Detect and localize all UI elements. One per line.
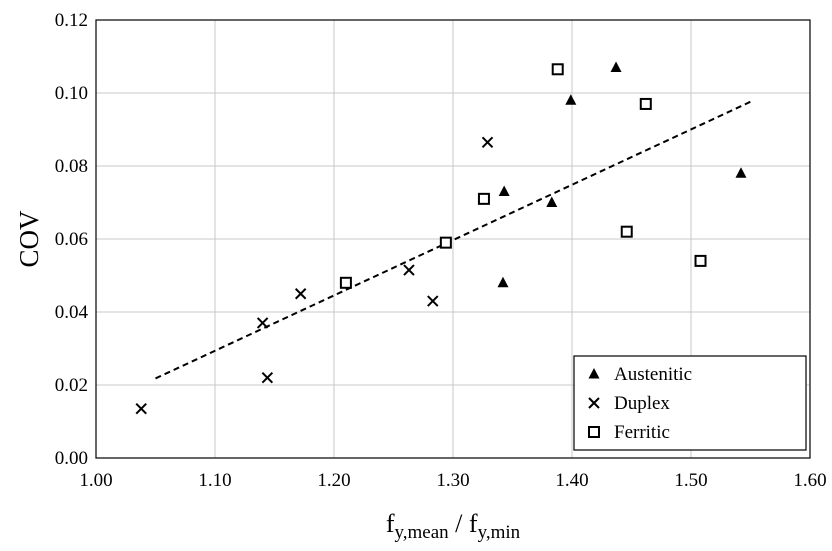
legend-label-austenitic: Austenitic [614,364,692,385]
austenitic-point [565,94,577,105]
x-tick-label: 1.50 [674,470,707,491]
legend-box [573,355,807,451]
x-axis-title-base2: f [469,509,478,538]
x-tick-label: 1.00 [79,470,112,491]
x-tick-label: 1.10 [198,470,231,491]
duplex-point [256,317,269,329]
x-axis-title-separator: / [449,509,469,538]
y-tick-label: 0.12 [55,10,88,31]
austenitic-point [546,196,558,207]
x-axis-title-sub2: y,min [478,522,521,543]
y-axis-title: COV [14,210,44,268]
ferritic-point [639,97,652,110]
series-duplex [135,136,494,415]
x-axis-title-base1: f [386,509,395,538]
x-tick-label: 1.30 [436,470,469,491]
plot-area-frame [95,19,811,459]
y-axis-tick-labels: 0.00 0.02 0.04 0.06 0.08 0.10 0.12 [55,10,89,469]
legend-marker-austenitic [588,368,600,379]
duplex-point-stroke [294,288,307,300]
series-austenitic [497,61,747,288]
ferritic-point [477,192,490,205]
legend-marker-duplex-stroke [588,397,600,409]
ferritic-point [551,63,564,76]
y-tick-label: 0.10 [55,83,88,104]
duplex-point [427,295,439,307]
duplex-point-stroke [481,136,494,148]
duplex-point [294,288,307,300]
duplex-point [481,136,494,148]
austenitic-point [610,61,622,72]
austenitic-point [497,276,509,288]
duplex-point-stroke [135,403,147,415]
legend-label-duplex: Duplex [614,393,670,414]
legend-marker-ferritic [588,426,600,438]
x-tick-label: 1.20 [317,470,350,491]
y-tick-label: 0.04 [55,302,89,323]
duplex-point-stroke [261,371,274,384]
x-axis-tick-labels: 1.00 1.10 1.20 1.30 1.40 1.50 1.60 [79,470,826,491]
x-axis-title-sub1: y,mean [395,522,450,543]
ferritic-point [339,276,352,289]
legend-marker-duplex [588,397,600,409]
y-tick-label: 0.02 [55,375,88,396]
duplex-point-stroke [256,317,269,329]
legend-label-ferritic: Ferritic [614,422,670,443]
ferritic-point [694,254,707,267]
duplex-point [261,371,274,384]
duplex-point [403,264,415,276]
y-tick-label: 0.00 [55,448,88,469]
y-tick-label: 0.06 [55,229,88,250]
data-points [135,61,747,415]
ferritic-point [439,236,452,249]
ferritic-point [620,225,633,238]
duplex-point-stroke [427,295,439,307]
austenitic-point [735,167,747,178]
y-tick-label: 0.08 [55,156,88,177]
duplex-point-stroke [403,264,415,276]
x-tick-label: 1.40 [555,470,588,491]
series-ferritic [339,63,707,289]
x-axis-title: fy,mean / fy,min [386,509,521,543]
duplex-point [135,403,147,415]
legend: Austenitic Duplex Ferritic [573,355,807,451]
x-tick-label: 1.60 [793,470,826,491]
austenitic-point [498,185,510,197]
